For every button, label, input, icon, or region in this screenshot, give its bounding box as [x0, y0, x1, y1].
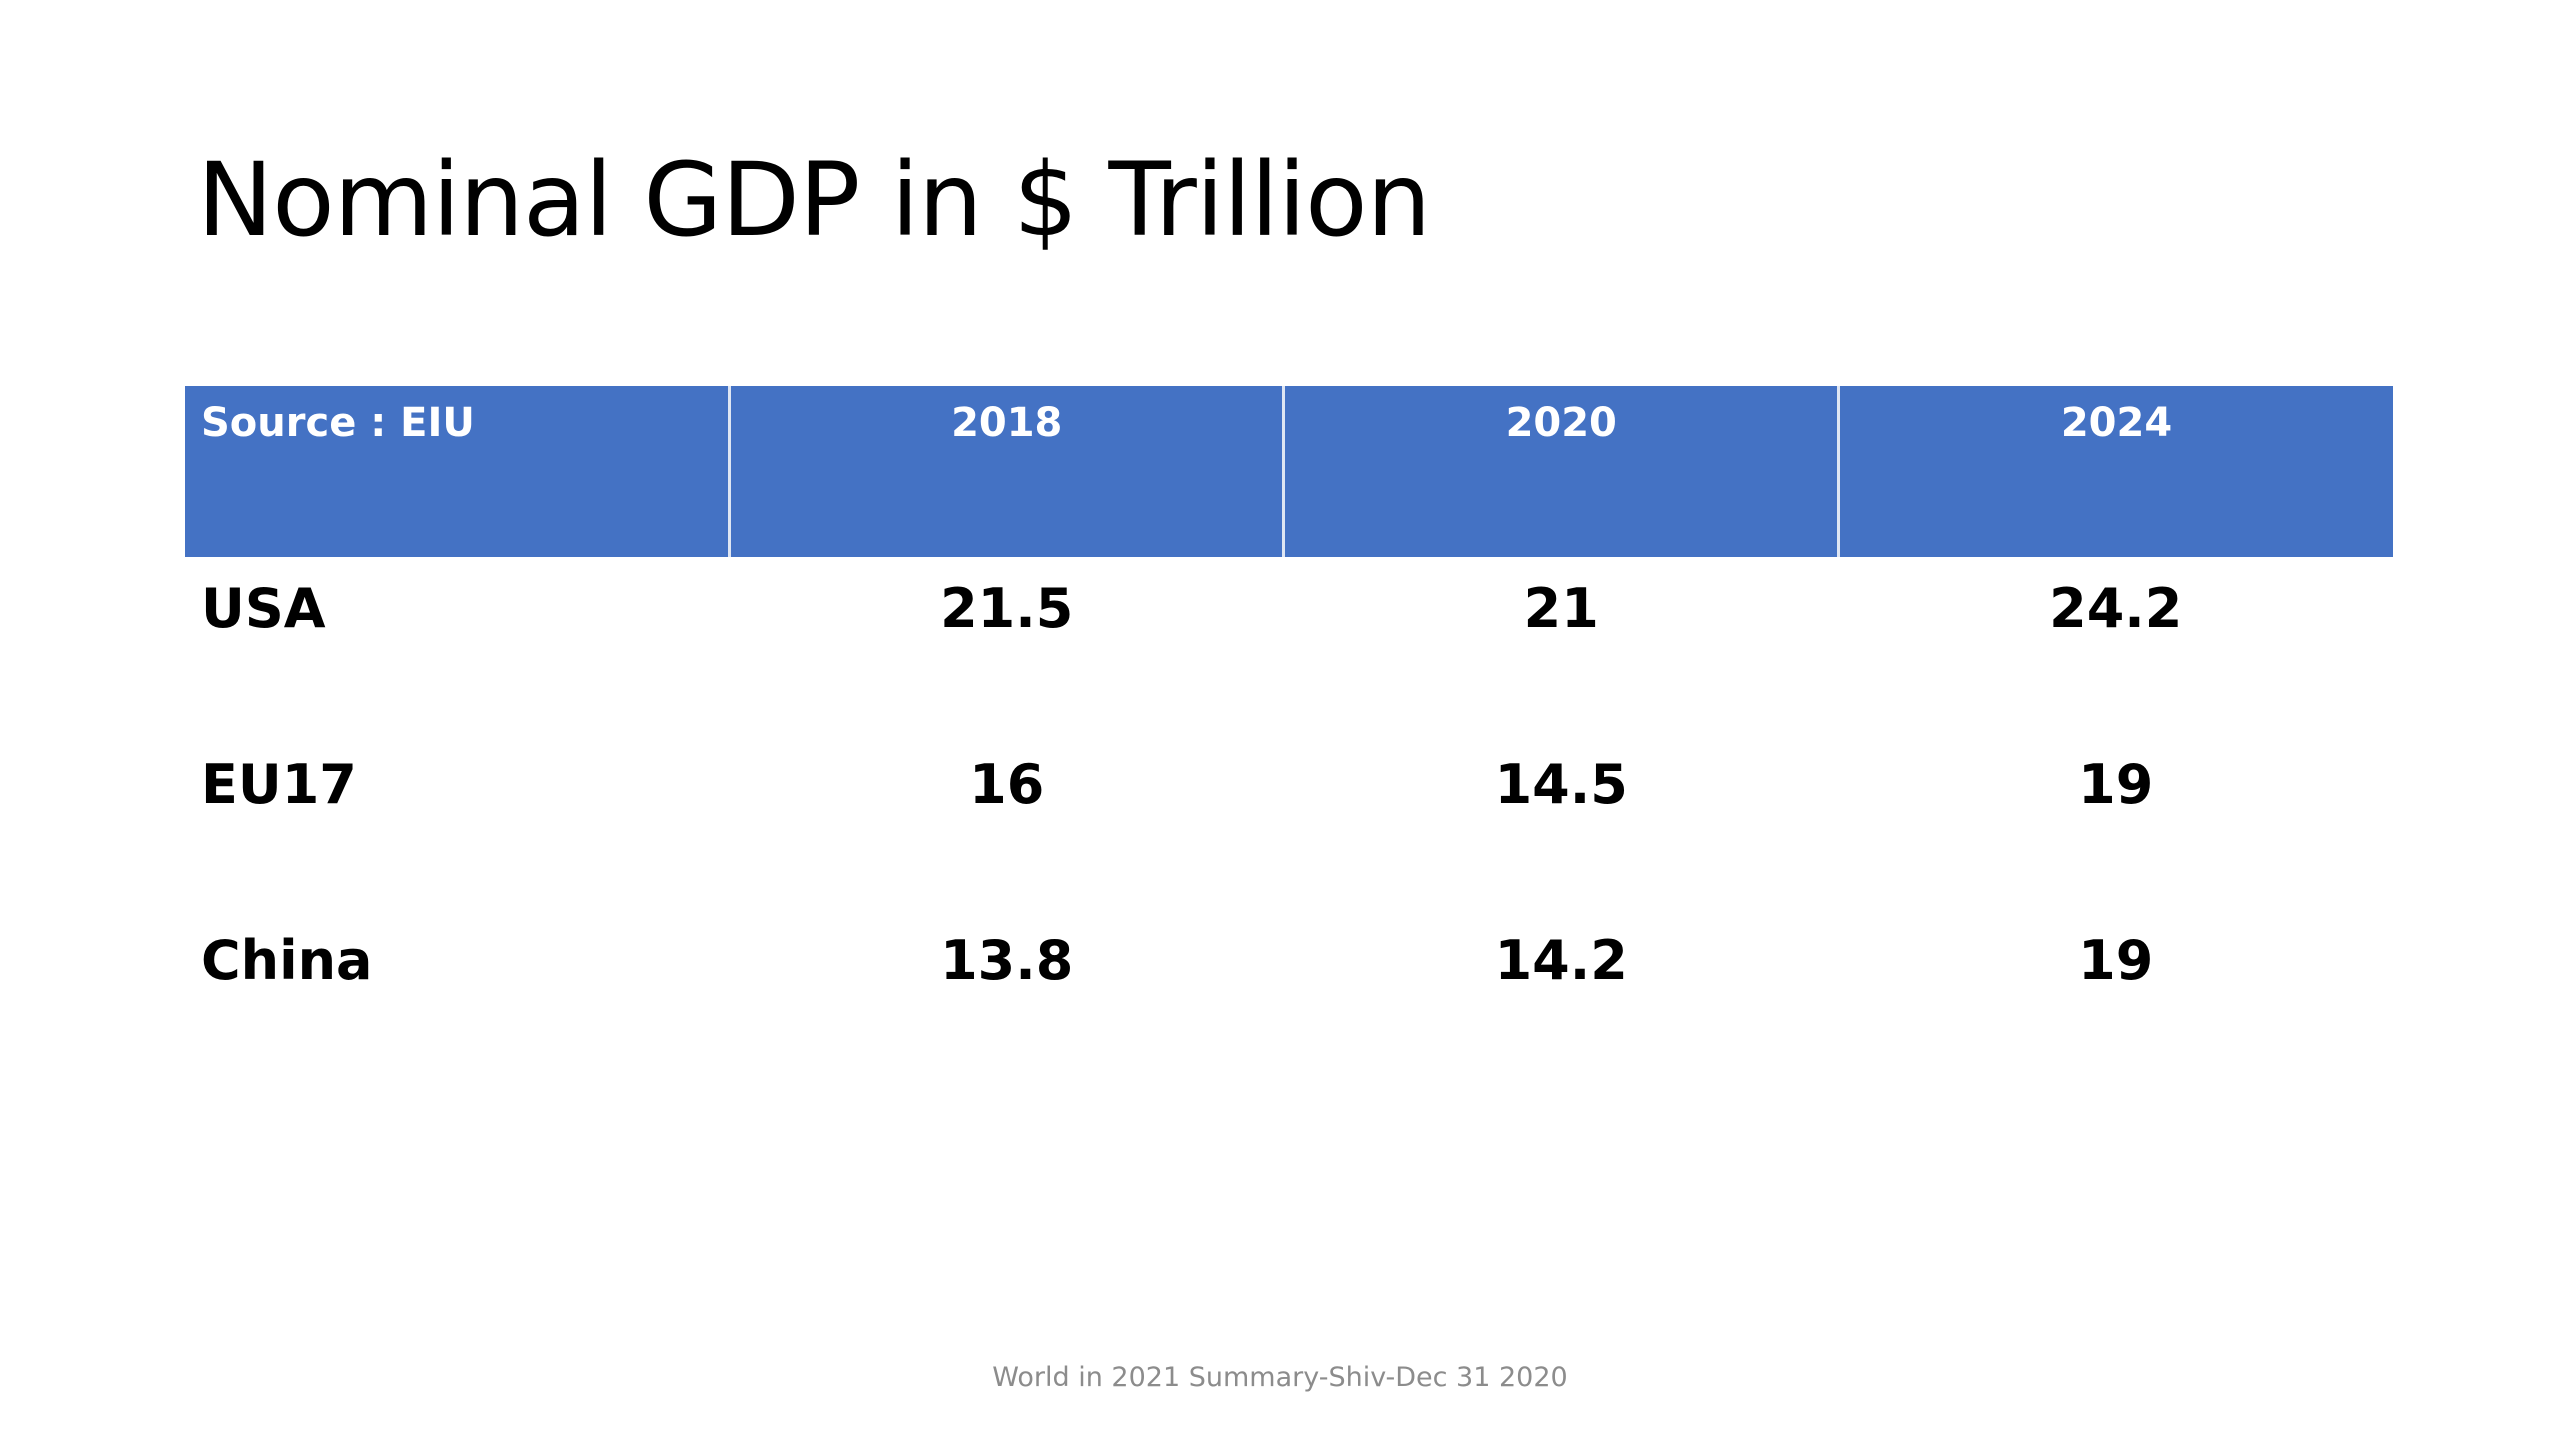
table-header-row: Source : EIU 2018 2020 2024 — [185, 386, 2393, 557]
table-cell: 19 — [2078, 753, 2154, 816]
column-header-year: 2018 — [729, 386, 1286, 557]
table-row: China 13.8 14.2 19 — [185, 909, 2393, 1085]
table-row: USA 21.5 21 24.2 — [185, 557, 2393, 733]
column-header-year: 2020 — [1283, 386, 1840, 557]
slide-footer: World in 2021 Summary-Shiv-Dec 31 2020 — [992, 1362, 1568, 1393]
row-label: China — [201, 929, 373, 992]
gdp-table: Source : EIU 2018 2020 2024 USA 21.5 21 … — [185, 386, 2393, 1085]
table-row: EU17 16 14.5 19 — [185, 733, 2393, 909]
table-cell: 13.8 — [940, 929, 1074, 992]
row-label: EU17 — [201, 753, 357, 816]
column-header-source: Source : EIU — [185, 386, 731, 557]
table-cell: 14.5 — [1494, 753, 1628, 816]
table-cell: 14.2 — [1494, 929, 1628, 992]
table-cell: 16 — [969, 753, 1045, 816]
table-cell: 24.2 — [2049, 577, 2183, 640]
table-cell: 21 — [1523, 577, 1599, 640]
slide-title: Nominal GDP in $ Trillion — [197, 141, 1431, 260]
row-label: USA — [201, 577, 326, 640]
table-cell: 19 — [2078, 929, 2154, 992]
table-cell: 21.5 — [940, 577, 1074, 640]
column-header-year: 2024 — [1838, 386, 2393, 557]
